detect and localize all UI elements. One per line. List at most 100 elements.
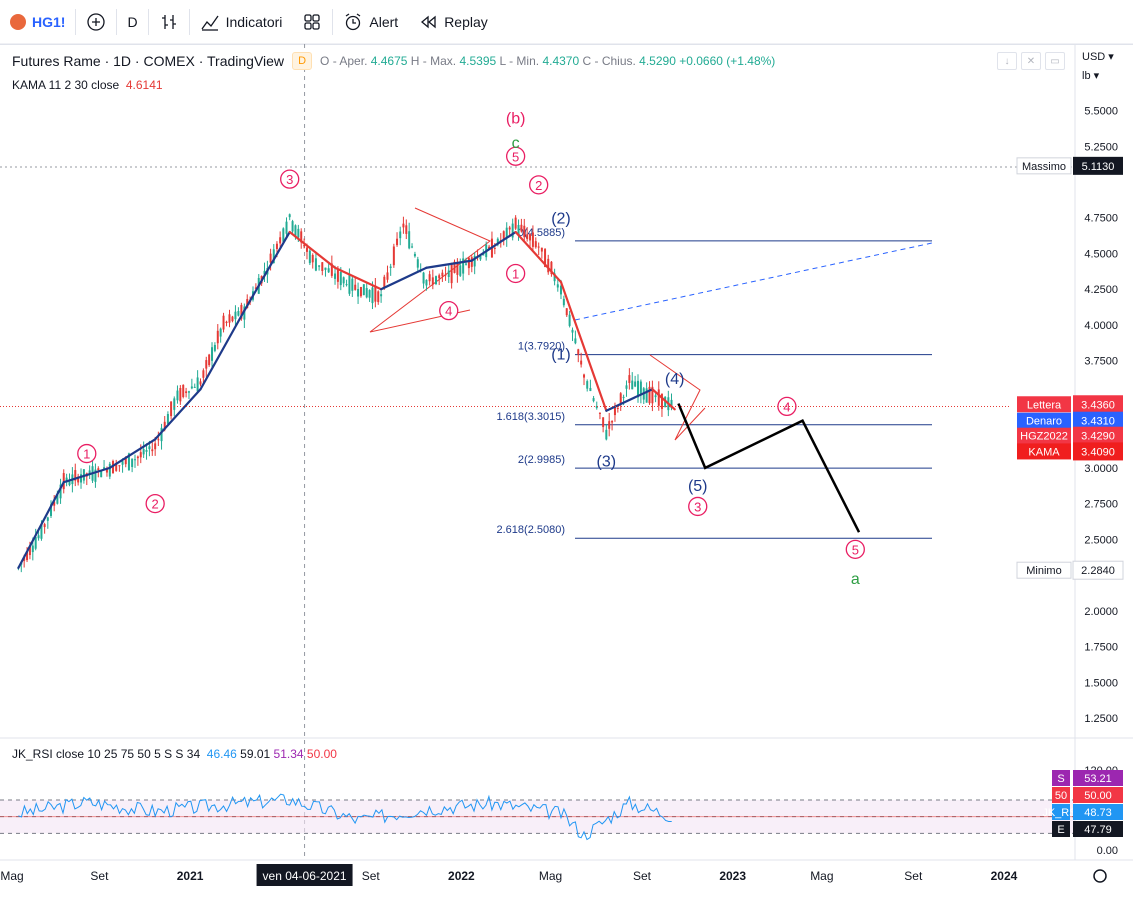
candle-body — [254, 287, 257, 289]
rsi-side-value-box — [1073, 770, 1123, 786]
candle-body — [380, 294, 383, 297]
candle-body — [453, 261, 456, 273]
toolbar-divider — [116, 9, 118, 35]
rsi-side-name: JK_RSI — [1042, 807, 1079, 819]
alert-button[interactable]: Alert — [333, 0, 408, 44]
side-label-name-box — [1017, 396, 1071, 413]
candle-body — [580, 360, 583, 365]
symbol-label: HG1! — [32, 14, 66, 30]
candle-body — [467, 257, 470, 269]
compare-add-button[interactable] — [76, 0, 116, 44]
side-label-name: HGZ2022 — [1020, 431, 1068, 443]
candle-body — [411, 246, 414, 248]
pane-maximize-icon[interactable]: ▭ — [1045, 52, 1065, 70]
rsi-side-name: 50 — [1055, 790, 1067, 802]
replay-button[interactable]: Replay — [408, 0, 498, 44]
candle-body — [508, 227, 511, 230]
rsi-side-name-box — [1052, 821, 1070, 837]
candle-body — [190, 386, 193, 389]
side-label-name-box — [1017, 412, 1071, 429]
candle-body — [660, 393, 663, 409]
candle-body — [222, 315, 225, 330]
rsi-side-name: S — [1057, 773, 1064, 785]
candle-body — [308, 250, 311, 264]
indicators-button[interactable]: Indicatori — [190, 0, 293, 44]
candle-body — [263, 270, 266, 275]
wave-label: 3 — [694, 499, 701, 514]
wave-label-circle — [505, 263, 526, 284]
symbol-search-button[interactable]: HG1! — [0, 0, 75, 44]
candle-body — [402, 223, 405, 228]
grid-layout-icon — [302, 12, 322, 32]
y-tick-label: 1.7500 — [1084, 642, 1118, 654]
candle-body — [514, 217, 517, 229]
candle-body — [622, 396, 625, 398]
candle-body — [219, 328, 222, 337]
kama-line-segment — [243, 230, 291, 312]
rsi-side-name: E — [1057, 824, 1064, 836]
close-value: 4.5290 — [639, 54, 676, 68]
candle-body — [639, 381, 642, 396]
unit-select[interactable]: lb ▾ — [1082, 70, 1100, 82]
candle-body — [279, 237, 282, 244]
candle-body — [645, 388, 648, 403]
candle-body — [431, 277, 434, 285]
candle-body — [511, 223, 514, 238]
candle-body — [386, 272, 389, 280]
rsi-legend-v4: 50.00 — [306, 747, 337, 761]
bars-compare-icon — [159, 12, 179, 32]
toolbar-divider — [147, 9, 149, 35]
unit-label: lb — [1082, 70, 1091, 82]
wave-label: (2) — [551, 211, 571, 228]
candle-body — [625, 385, 628, 389]
candle-body — [631, 380, 634, 390]
rsi-side-name-box — [1052, 804, 1070, 820]
candle-body — [288, 214, 291, 218]
rewind-icon — [418, 12, 438, 32]
rsi-legend[interactable]: JK_RSI close 10 25 75 50 5 S S 34 46.46 … — [12, 747, 337, 761]
interval-button[interactable]: D — [117, 0, 147, 44]
kama-legend[interactable]: KAMA 11 2 30 close 4.6141 — [12, 78, 163, 92]
candle-body — [199, 381, 202, 385]
candle-body — [365, 288, 368, 298]
candle-body — [269, 253, 272, 263]
pane-move-down-icon[interactable]: ↓ — [997, 52, 1017, 70]
y-tick-label: 3.0000 — [1084, 463, 1118, 475]
candle-body — [571, 329, 574, 333]
candle-body — [311, 255, 314, 263]
pane-collapse-icon[interactable]: ✕ — [1021, 52, 1041, 70]
candle-body — [131, 458, 134, 467]
x-tick-label: 2022 — [448, 869, 475, 883]
wave-label: c — [512, 135, 520, 152]
candle-body — [46, 517, 49, 521]
candle-body — [327, 268, 330, 273]
candle-body — [574, 338, 577, 344]
candle-body — [517, 224, 520, 235]
y-tick-label: 4.5000 — [1084, 248, 1118, 260]
candle-body — [450, 263, 453, 284]
rsi-side-value-box — [1073, 787, 1123, 803]
candle-body — [334, 273, 337, 279]
wave-label: 2 — [152, 497, 159, 512]
side-label-value-box — [1073, 411, 1123, 430]
wave-label: 4 — [445, 304, 452, 319]
currency-select[interactable]: USD ▾ — [1082, 51, 1114, 63]
candle-body — [213, 344, 216, 351]
candle-body — [291, 221, 294, 232]
layout-button[interactable] — [292, 0, 332, 44]
side-label-value: 3.4290 — [1081, 431, 1115, 443]
candle-body — [559, 285, 562, 295]
y-tick-label: 4.2500 — [1084, 284, 1118, 296]
candle-body — [611, 421, 614, 423]
settings-gear-icon[interactable] — [1093, 869, 1107, 883]
candle-body — [115, 463, 118, 471]
chart-style-button[interactable] — [149, 0, 189, 44]
currency-label: USD — [1082, 51, 1106, 63]
candle-body — [121, 461, 124, 465]
x-tick-label: Set — [904, 869, 923, 883]
wave-label: 1 — [512, 266, 519, 281]
rsi-legend-v3: 51.34 — [273, 747, 304, 761]
candle-body — [493, 247, 496, 249]
candle-body — [362, 284, 365, 296]
